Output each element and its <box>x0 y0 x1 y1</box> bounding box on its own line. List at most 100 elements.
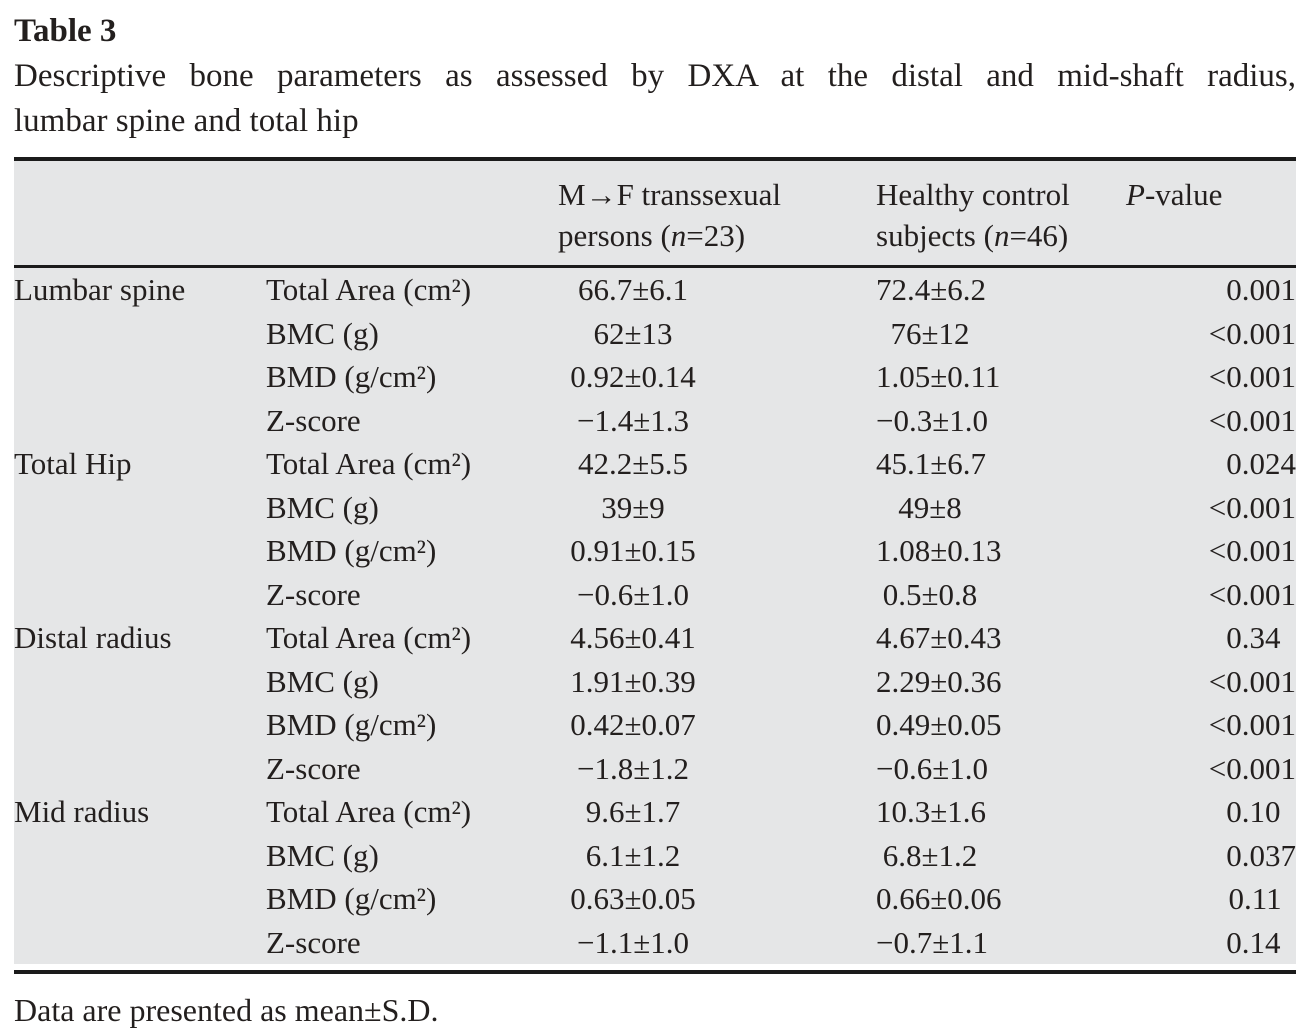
header-mf-line2-pre: persons ( <box>558 218 671 253</box>
control-value: 6.8±1.2 <box>882 837 978 873</box>
header-hc-line2-pre: subjects ( <box>876 218 994 253</box>
region-cell: Mid radius <box>14 794 150 829</box>
p-value: <0.001 <box>1208 576 1296 612</box>
region-cell: Lumbar spine <box>14 272 186 307</box>
control-value-cell: 1.08±0.13 <box>876 529 1126 573</box>
p-value: 0.14 <box>1226 924 1281 960</box>
p-value: <0.001 <box>1208 533 1296 568</box>
control-value: 76±12 <box>890 315 970 351</box>
parameter-cell: Total Area (cm²) <box>266 272 472 307</box>
mf-value-cell: 9.6±1.7 <box>558 790 876 834</box>
p-value-cell: <0.001 <box>1126 529 1296 573</box>
mf-value-cell: 42.2±5.5 <box>558 442 876 486</box>
region-cell: Total Hip <box>14 446 132 481</box>
mf-value: 0.92±0.14 <box>570 359 696 394</box>
control-value-cell: 6.8±1.2 <box>876 834 1126 878</box>
caption-line-1: Descriptive bone parameters as assessed … <box>14 58 1296 94</box>
p-value: 0.001 <box>1226 272 1296 307</box>
header-region-empty <box>14 159 266 268</box>
control-value-cell: −0.7±1.1 <box>876 921 1126 965</box>
mf-value-cell: 1.91±0.39 <box>558 660 876 704</box>
p-value: 0.10 <box>1226 794 1281 829</box>
mf-value: 42.2±5.5 <box>577 446 688 481</box>
bone-parameters-table: M→F transsexual persons (n=23) Healthy c… <box>14 157 1296 974</box>
table-row: Lumbar spine Total Area (cm²) 66.7±6.1 7… <box>14 267 1296 312</box>
p-value-cell: 0.024 <box>1126 442 1296 486</box>
p-value-cell: <0.001 <box>1126 660 1296 704</box>
table-row: Total Hip Total Area (cm²) 42.2±5.5 45.1… <box>14 442 1296 486</box>
parameter-cell: Z-score <box>266 576 361 612</box>
table-row: BMC (g) 6.1±1.2 6.8±1.2 0.037 <box>14 834 1296 878</box>
header-parameter-empty <box>266 159 558 268</box>
control-value-cell: 49±8 <box>876 486 1126 530</box>
header-mf-n: n <box>670 218 687 253</box>
mf-value-cell: −1.1±1.0 <box>558 921 876 965</box>
p-value-cell: <0.001 <box>1126 486 1296 530</box>
parameter-cell: Total Area (cm²) <box>266 794 472 829</box>
p-value-cell: 0.341 <box>1126 616 1296 660</box>
mf-value-cell: −1.8±1.2 <box>558 747 876 791</box>
control-value: 45.1±6.7 <box>876 446 987 481</box>
p-value: 0.037 <box>1226 837 1296 873</box>
control-value-cell: 0.66±0.06 <box>876 877 1126 921</box>
caption-line-2: lumbar spine and total hip <box>14 103 359 139</box>
mf-value: 6.1±1.2 <box>585 837 681 873</box>
table-row: BMD (g/cm²) 0.63±0.05 0.66±0.06 0.111 <box>14 877 1296 921</box>
p-value-cell: 0.001 <box>1126 267 1296 312</box>
mf-value: 0.42±0.07 <box>570 707 696 742</box>
parameter-cell: BMD (g/cm²) <box>266 533 437 568</box>
mf-value-cell: 39±9 <box>558 486 876 530</box>
header-healthy-control: Healthy control subjects (n=46) <box>876 159 1126 268</box>
p-value: 0.024 <box>1226 446 1296 481</box>
p-value-cell: <0.001 <box>1126 355 1296 399</box>
control-value: 2.29±0.36 <box>876 663 1002 699</box>
p-value-cell: <0.001 <box>1126 703 1296 747</box>
mf-value: −1.1±1.0 <box>577 924 689 960</box>
parameter-cell: Total Area (cm²) <box>266 446 472 481</box>
p-value-cell: 0.111 <box>1126 877 1296 921</box>
header-p-value: P-value <box>1126 159 1296 268</box>
mf-value: 4.56±0.41 <box>570 620 696 655</box>
header-mf-transsexual: M→F transsexual persons (n=23) <box>558 159 876 268</box>
mf-value: −1.8±1.2 <box>577 750 689 786</box>
table-row: Mid radius Total Area (cm²) 9.6±1.7 10.3… <box>14 790 1296 834</box>
p-value: 0.11 <box>1228 881 1281 916</box>
header-p-rest: -value <box>1144 177 1223 212</box>
control-value-cell: 45.1±6.7 <box>876 442 1126 486</box>
mf-value-cell: 0.92±0.14 <box>558 355 876 399</box>
control-value-cell: −0.3±1.0 <box>876 399 1126 443</box>
control-value-cell: 0.5±0.8 <box>876 573 1126 617</box>
p-value-cell: 0.101 <box>1126 790 1296 834</box>
control-value: 0.5±0.8 <box>882 576 978 612</box>
control-value-cell: 72.4±6.2 <box>876 267 1126 312</box>
parameter-cell: Total Area (cm²) <box>266 620 472 655</box>
mf-value-cell: 66.7±6.1 <box>558 267 876 312</box>
control-value: −0.7±1.1 <box>876 924 988 960</box>
mf-value-cell: −1.4±1.3 <box>558 399 876 443</box>
header-row: M→F transsexual persons (n=23) Healthy c… <box>14 159 1296 268</box>
control-value: −0.3±1.0 <box>876 402 988 438</box>
p-value-cell: <0.001 <box>1126 573 1296 617</box>
table-row: BMD (g/cm²) 0.91±0.15 1.08±0.13 <0.001 <box>14 529 1296 573</box>
region-cell: Distal radius <box>14 620 172 655</box>
table-caption: Descriptive bone parameters as assessed … <box>14 54 1296 144</box>
p-value: <0.001 <box>1208 315 1296 351</box>
p-value-cell: <0.001 <box>1126 312 1296 356</box>
table-row: Z-score −1.1±1.0 −0.7±1.1 0.141 <box>14 921 1296 965</box>
parameter-cell: BMC (g) <box>266 663 379 699</box>
control-value: 49±8 <box>898 489 962 525</box>
mf-value: −0.6±1.0 <box>577 576 689 612</box>
table-row: BMC (g) 39±9 49±8 <0.001 <box>14 486 1296 530</box>
p-value: <0.001 <box>1208 402 1296 438</box>
table-row: Z-score −0.6±1.0 0.5±0.8 <0.001 <box>14 573 1296 617</box>
p-value: <0.001 <box>1208 489 1296 525</box>
p-value-cell: <0.001 <box>1126 747 1296 791</box>
bottom-spacer-row <box>14 964 1296 972</box>
parameter-cell: BMD (g/cm²) <box>266 881 437 916</box>
header-p-italic: P <box>1126 177 1145 212</box>
p-value: <0.001 <box>1208 750 1296 786</box>
table-row: Distal radius Total Area (cm²) 4.56±0.41… <box>14 616 1296 660</box>
parameter-cell: BMD (g/cm²) <box>266 707 437 742</box>
parameter-cell: Z-score <box>266 924 361 960</box>
